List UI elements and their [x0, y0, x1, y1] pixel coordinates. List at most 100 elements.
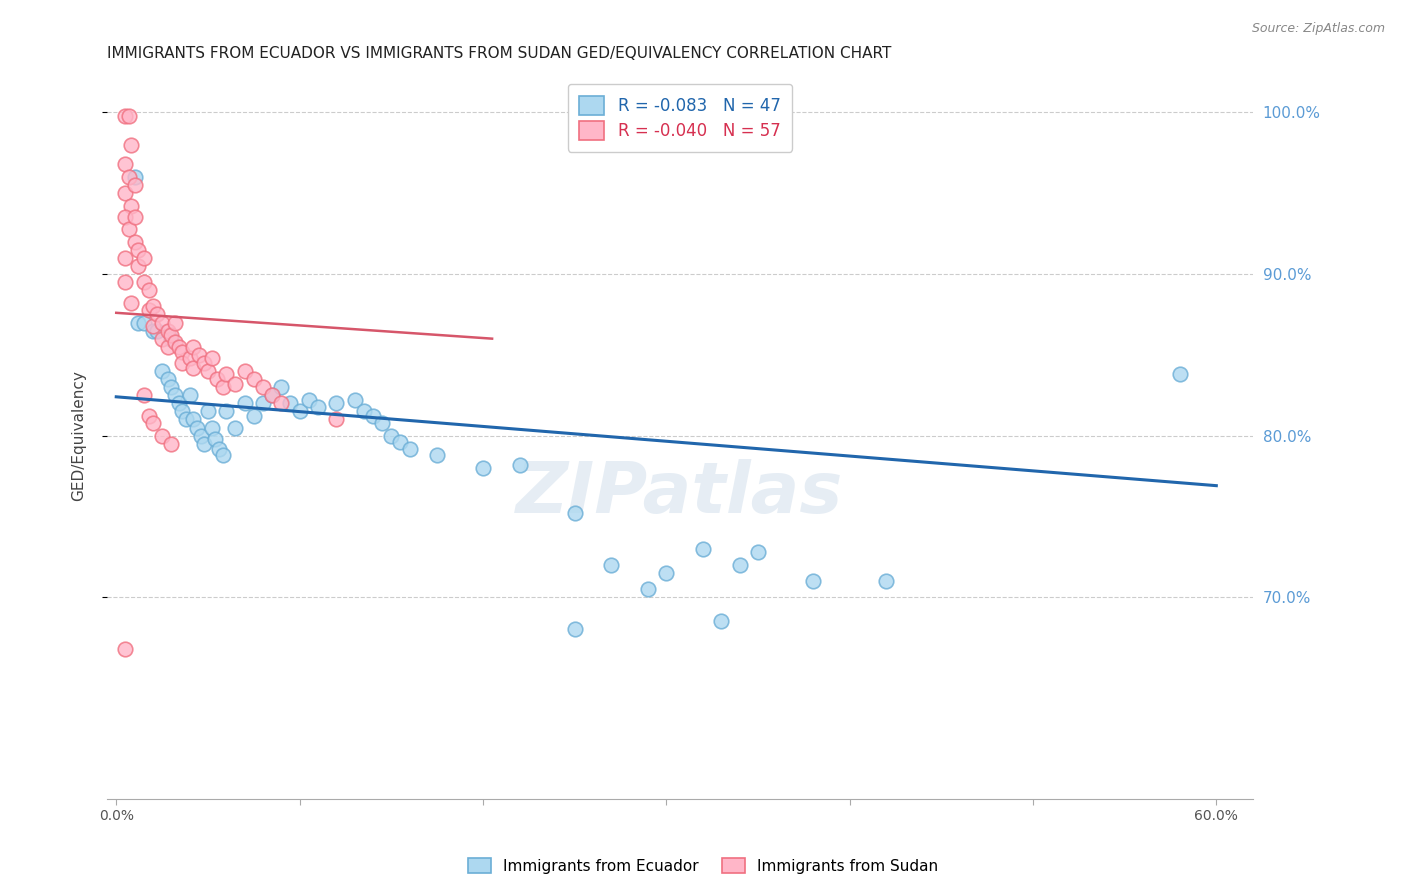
- Point: [167, 396, 190, 410]
- Point: [127, 316, 149, 330]
- Point: [233, 396, 256, 410]
- Point: [371, 416, 394, 430]
- Point: [160, 436, 183, 450]
- Point: [114, 275, 136, 289]
- Point: [142, 318, 165, 333]
- Legend: Immigrants from Ecuador, Immigrants from Sudan: Immigrants from Ecuador, Immigrants from…: [463, 852, 943, 880]
- Point: [224, 376, 246, 391]
- Point: [1168, 368, 1191, 382]
- Point: [118, 109, 141, 123]
- Point: [215, 404, 238, 418]
- Point: [132, 251, 155, 265]
- Point: [156, 372, 179, 386]
- Point: [181, 360, 204, 375]
- Point: [114, 186, 136, 201]
- Text: IMMIGRANTS FROM ECUADOR VS IMMIGRANTS FROM SUDAN GED/EQUIVALENCY CORRELATION CHA: IMMIGRANTS FROM ECUADOR VS IMMIGRANTS FR…: [107, 46, 891, 62]
- Point: [204, 432, 226, 446]
- Point: [179, 351, 201, 365]
- Point: [343, 392, 366, 407]
- Point: [132, 388, 155, 402]
- Point: [215, 368, 238, 382]
- Point: [114, 641, 136, 656]
- Point: [127, 243, 149, 257]
- Point: [398, 442, 420, 456]
- Point: [325, 396, 347, 410]
- Point: [142, 416, 165, 430]
- Point: [564, 623, 586, 637]
- Point: [124, 178, 146, 193]
- Point: [509, 458, 531, 472]
- Point: [353, 404, 375, 418]
- Point: [172, 404, 194, 418]
- Point: [138, 302, 160, 317]
- Point: [637, 582, 659, 596]
- Point: [389, 435, 412, 450]
- Point: [187, 348, 209, 362]
- Text: Source: ZipAtlas.com: Source: ZipAtlas.com: [1251, 22, 1385, 36]
- Point: [600, 558, 623, 572]
- Point: [150, 316, 173, 330]
- Point: [174, 412, 197, 426]
- Point: [167, 340, 190, 354]
- Point: [138, 283, 160, 297]
- Point: [114, 109, 136, 123]
- Point: [197, 404, 219, 418]
- Y-axis label: GED/Equivalency: GED/Equivalency: [72, 370, 86, 501]
- Point: [163, 316, 186, 330]
- Point: [325, 412, 347, 426]
- Point: [127, 259, 149, 273]
- Point: [747, 545, 769, 559]
- Point: [160, 332, 183, 346]
- Point: [145, 324, 167, 338]
- Point: [298, 392, 321, 407]
- Point: [270, 380, 292, 394]
- Point: [262, 388, 284, 402]
- Point: [150, 428, 173, 442]
- Point: [728, 558, 751, 572]
- Point: [142, 324, 165, 338]
- Point: [163, 388, 186, 402]
- Point: [211, 448, 233, 462]
- Point: [200, 351, 222, 365]
- Point: [118, 222, 141, 236]
- Point: [114, 211, 136, 225]
- Point: [181, 412, 204, 426]
- Point: [224, 420, 246, 434]
- Point: [118, 170, 141, 185]
- Point: [288, 404, 311, 418]
- Point: [426, 448, 449, 462]
- Point: [692, 541, 714, 556]
- Point: [160, 328, 183, 343]
- Point: [875, 574, 897, 588]
- Point: [163, 334, 186, 349]
- Point: [145, 307, 167, 321]
- Point: [132, 275, 155, 289]
- Point: [252, 380, 274, 394]
- Point: [801, 574, 824, 588]
- Point: [190, 428, 212, 442]
- Point: [242, 409, 264, 424]
- Point: [124, 211, 146, 225]
- Point: [242, 372, 264, 386]
- Legend: R = -0.083   N = 47, R = -0.040   N = 57: R = -0.083 N = 47, R = -0.040 N = 57: [568, 84, 793, 152]
- Point: [205, 372, 228, 386]
- Point: [262, 388, 284, 402]
- Point: [380, 428, 402, 442]
- Point: [655, 566, 678, 580]
- Point: [252, 396, 274, 410]
- Point: [280, 396, 302, 410]
- Point: [471, 461, 494, 475]
- Point: [120, 296, 142, 310]
- Point: [160, 380, 183, 394]
- Point: [120, 199, 142, 213]
- Point: [233, 364, 256, 378]
- Point: [132, 316, 155, 330]
- Point: [193, 356, 215, 370]
- Point: [186, 420, 208, 434]
- Point: [138, 409, 160, 424]
- Point: [270, 396, 292, 410]
- Point: [114, 157, 136, 171]
- Point: [120, 137, 142, 152]
- Point: [142, 299, 165, 313]
- Point: [197, 364, 219, 378]
